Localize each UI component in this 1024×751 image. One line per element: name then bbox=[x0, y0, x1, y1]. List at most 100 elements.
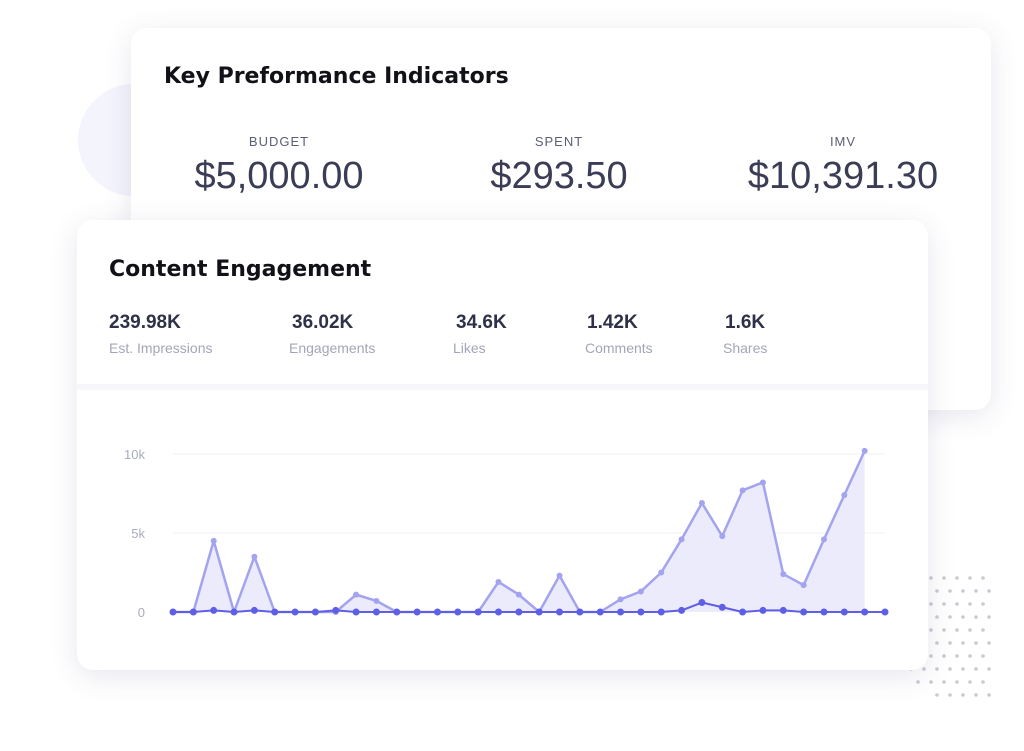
engagements-point bbox=[779, 606, 787, 614]
decoration-dot bbox=[968, 654, 972, 658]
engagements-point bbox=[637, 608, 645, 616]
metric-likes-value: 34.6K bbox=[456, 312, 507, 333]
engagements-point bbox=[759, 606, 767, 614]
decoration-dot bbox=[935, 641, 939, 645]
kpi-spent-value: $293.50 bbox=[490, 155, 628, 197]
engagements-point bbox=[494, 608, 502, 616]
engagements-point bbox=[352, 608, 360, 616]
decoration-dot bbox=[948, 589, 952, 593]
decoration-dot bbox=[961, 667, 965, 671]
decoration-dot bbox=[968, 680, 972, 684]
decoration-dot bbox=[948, 667, 952, 671]
decoration-dot bbox=[981, 602, 985, 606]
engagements-point bbox=[210, 606, 218, 614]
metric-shares-value: 1.6K bbox=[725, 312, 766, 333]
decoration-dot bbox=[955, 654, 959, 658]
engagements-point bbox=[515, 608, 523, 616]
metric-impressions-label: Est. Impressions bbox=[109, 340, 213, 356]
metric-engagements-value: 36.02K bbox=[292, 312, 354, 333]
decoration-dot bbox=[922, 667, 926, 671]
decoration-dot bbox=[955, 628, 959, 632]
decoration-dot bbox=[942, 654, 946, 658]
kpi-budget-label: BUDGET bbox=[248, 134, 310, 149]
kpi-budget-value: $5,000.00 bbox=[194, 155, 364, 197]
engagements-point bbox=[332, 606, 340, 614]
engagements-point bbox=[454, 608, 462, 616]
decoration-dot bbox=[955, 602, 959, 606]
impressions-point bbox=[739, 487, 746, 494]
metric-likes-label: Likes bbox=[453, 340, 486, 356]
impressions-point bbox=[637, 588, 644, 595]
decoration-dot bbox=[961, 589, 965, 593]
content-engagement-card: Content Engagement 239.98K Est. Impressi… bbox=[77, 220, 928, 670]
engagements-point bbox=[820, 608, 828, 616]
impressions-point bbox=[841, 492, 848, 499]
decoration-dot bbox=[942, 602, 946, 606]
impressions-point bbox=[658, 569, 665, 576]
decoration-dot bbox=[974, 615, 978, 619]
engagements-point bbox=[840, 608, 848, 616]
decoration-dot bbox=[974, 693, 978, 697]
metric-impressions: 239.98K Est. Impressions bbox=[109, 312, 212, 356]
decoration-dot bbox=[968, 602, 972, 606]
engagement-title: Content Engagement bbox=[109, 257, 372, 282]
impressions-point bbox=[515, 591, 522, 598]
decoration-dot bbox=[961, 641, 965, 645]
engagements-point bbox=[739, 608, 747, 616]
kpi-spent: SPENT $293.50 bbox=[429, 134, 689, 198]
decoration-dot bbox=[981, 628, 985, 632]
decoration-dot bbox=[974, 667, 978, 671]
decoration-dot bbox=[955, 576, 959, 580]
metric-likes: 34.6K Likes bbox=[453, 312, 507, 356]
kpi-imv: IMV $10,391.30 bbox=[713, 134, 973, 198]
decoration-dot bbox=[942, 628, 946, 632]
engagements-point bbox=[250, 606, 258, 614]
impressions-point bbox=[719, 533, 726, 540]
metric-impressions-value: 239.98K bbox=[109, 312, 181, 333]
decoration-dot bbox=[929, 680, 933, 684]
decoration-dot bbox=[981, 680, 985, 684]
engagements-point bbox=[169, 608, 177, 616]
metric-comments-label: Comments bbox=[585, 340, 653, 356]
decoration-dot bbox=[968, 576, 972, 580]
engagement-chart: 10k 5k 0 bbox=[124, 447, 889, 620]
engagements-point bbox=[657, 608, 665, 616]
impressions-point bbox=[698, 499, 705, 506]
decoration-dot bbox=[981, 654, 985, 658]
engagements-point bbox=[698, 599, 706, 607]
impressions-point bbox=[617, 596, 624, 603]
decoration-dot bbox=[942, 680, 946, 684]
decoration-dot bbox=[987, 693, 991, 697]
decoration-dot bbox=[974, 589, 978, 593]
impressions-point bbox=[353, 591, 360, 598]
kpi-imv-value: $10,391.30 bbox=[747, 155, 939, 197]
kpi-title: Key Preformance Indicators bbox=[164, 64, 509, 89]
decoration-dot bbox=[935, 693, 939, 697]
decoration-dot bbox=[987, 641, 991, 645]
decoration-dot bbox=[974, 641, 978, 645]
engagements-point bbox=[535, 608, 543, 616]
decoration-dot bbox=[987, 667, 991, 671]
engagements-point bbox=[474, 608, 482, 616]
decoration-dot bbox=[981, 576, 985, 580]
y-tick-label: 10k bbox=[124, 447, 145, 462]
engagements-point bbox=[291, 608, 299, 616]
engagements-point bbox=[393, 608, 401, 616]
impressions-point bbox=[373, 597, 380, 604]
metric-comments-value: 1.42K bbox=[587, 312, 638, 333]
decoration-dot bbox=[929, 576, 933, 580]
metric-engagements: 36.02K Engagements bbox=[289, 312, 375, 356]
impressions-point bbox=[800, 582, 807, 589]
engagements-point bbox=[718, 603, 726, 611]
engagements-point bbox=[556, 608, 564, 616]
decoration-dot bbox=[961, 693, 965, 697]
impressions-point bbox=[861, 447, 868, 454]
impressions-point bbox=[780, 571, 787, 578]
impressions-point bbox=[759, 479, 766, 486]
engagements-point bbox=[861, 608, 869, 616]
kpi-budget: BUDGET $5,000.00 bbox=[149, 134, 409, 198]
engagements-point bbox=[230, 608, 238, 616]
impressions-point bbox=[210, 537, 217, 544]
engagements-point bbox=[576, 608, 584, 616]
decoration-dot bbox=[935, 589, 939, 593]
